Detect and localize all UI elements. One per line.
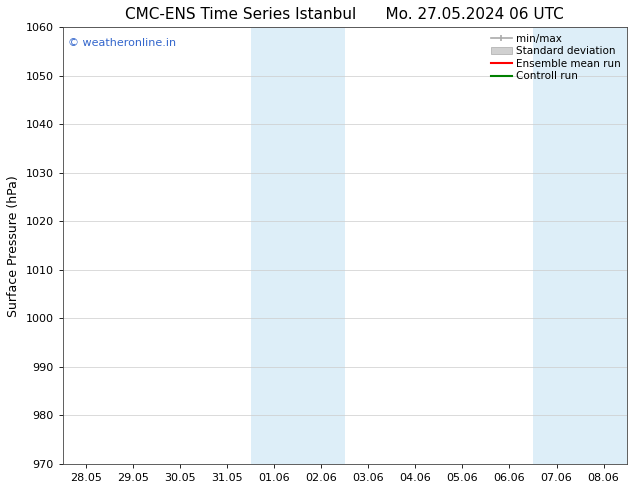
Title: CMC-ENS Time Series Istanbul      Mo. 27.05.2024 06 UTC: CMC-ENS Time Series Istanbul Mo. 27.05.2… [126, 7, 564, 22]
Y-axis label: Surface Pressure (hPa): Surface Pressure (hPa) [7, 175, 20, 317]
Bar [533, 27, 580, 464]
Legend: min/max, Standard deviation, Ensemble mean run, Controll run: min/max, Standard deviation, Ensemble me… [488, 30, 624, 84]
Bar [580, 27, 627, 464]
Bar [251, 27, 298, 464]
Bar [298, 27, 345, 464]
Text: © weatheronline.in: © weatheronline.in [68, 38, 176, 48]
